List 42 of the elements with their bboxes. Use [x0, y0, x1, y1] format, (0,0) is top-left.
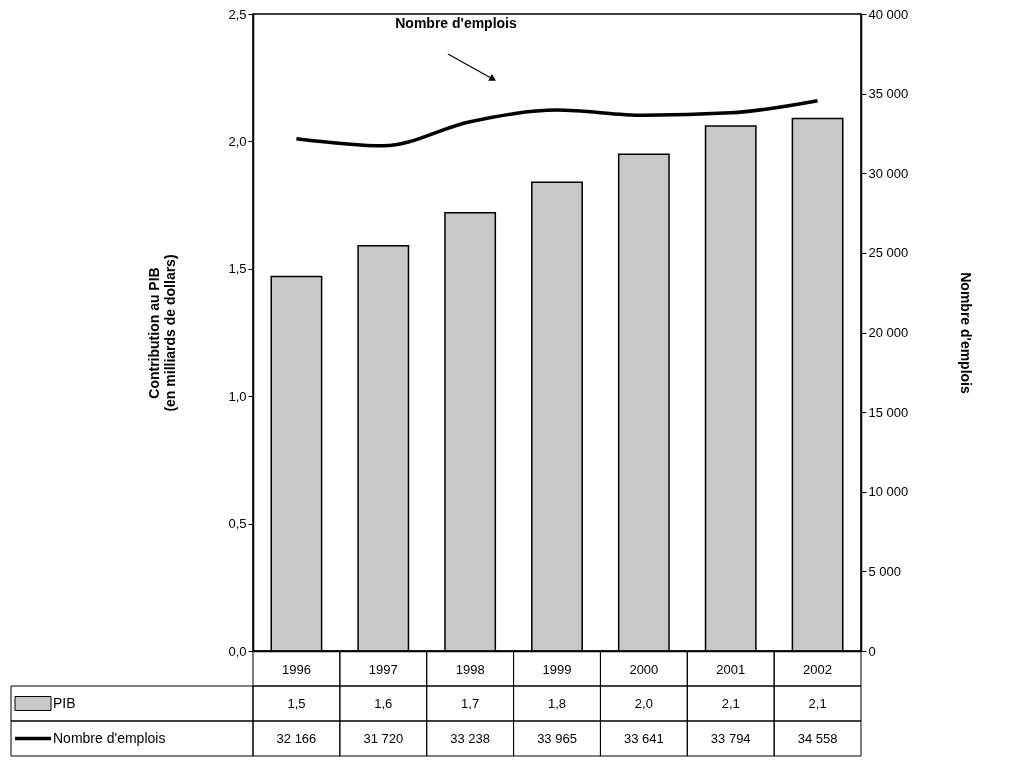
- legend-label: Nombre d'emplois: [53, 729, 166, 746]
- y-axis-title: Contribution au PIB (en milliards de dollars): [146, 254, 179, 412]
- y2-tick-label: 15 000: [868, 404, 909, 420]
- data-label: 1,7: [461, 695, 480, 711]
- y-tick-label: 0,5: [228, 516, 247, 532]
- y2-tick-label: 40 000: [868, 6, 909, 22]
- data-label: 33 641: [623, 730, 664, 746]
- y-tick-label: 1,0: [228, 388, 247, 404]
- y2-tick-label: 10 000: [868, 484, 909, 500]
- data-label: 1,8: [547, 695, 567, 711]
- y2-axis-title: Nombre d'emplois: [958, 272, 975, 394]
- y2-tick-label: 30 000: [868, 165, 909, 181]
- data-label: 1,6: [374, 695, 393, 711]
- data-label: 33 794: [710, 730, 751, 746]
- line-series: [294, 98, 820, 148]
- data-label: 33 238: [450, 730, 491, 746]
- data-label: 33 965: [537, 730, 577, 746]
- data-label: 2,1: [808, 695, 827, 711]
- x-tick-label: 2001: [716, 661, 746, 677]
- x-tick-label: 1996: [281, 661, 311, 677]
- data-label: 31 720: [363, 730, 404, 746]
- data-label: 2,1: [721, 695, 740, 711]
- x-tick-label: 1997: [368, 661, 398, 677]
- y2-tick-label: 5 000: [868, 563, 902, 579]
- y-tick-label: 2,0: [228, 133, 247, 149]
- y2-tick-label: 35 000: [868, 86, 909, 102]
- y-tick-label: 1,5: [228, 261, 247, 277]
- x-tick-label: 2002: [803, 661, 833, 677]
- x-tick-label: 2000: [629, 661, 659, 677]
- y2-tick-label: 20 000: [868, 325, 909, 340]
- legend-label: PIB: [53, 694, 76, 711]
- data-label: 34 558: [797, 730, 838, 746]
- y2-tick-label: 25 000: [868, 245, 909, 261]
- x-tick-label: 1999: [542, 661, 572, 677]
- data-label: 32 166: [276, 730, 317, 746]
- data-label: 1,5: [287, 695, 306, 711]
- y2-tick-label: 0: [868, 643, 876, 659]
- y-tick-label: 0,0: [228, 643, 247, 659]
- data-label: 2,0: [634, 695, 653, 711]
- y-tick-label: 2,5: [228, 6, 247, 22]
- annotation: Nombre d'emplois: [395, 15, 517, 31]
- x-tick-label: 1998: [455, 661, 485, 677]
